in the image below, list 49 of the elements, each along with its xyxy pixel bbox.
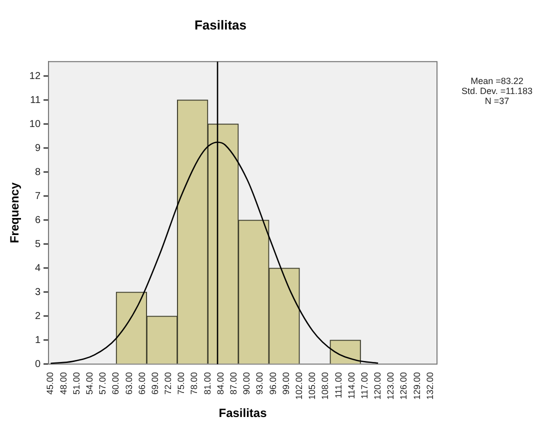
x-tick-label: 126.00 — [398, 372, 409, 400]
x-tick-label: 114.00 — [346, 372, 356, 399]
x-tick-label: 72.00 — [163, 372, 174, 395]
x-tick-label: 123.00 — [386, 372, 396, 400]
y-tick-label: 9 — [34, 142, 41, 154]
x-tick-label: 51.00 — [71, 372, 82, 395]
x-tick-label: 108.00 — [320, 372, 330, 400]
x-tick-label: 48.00 — [58, 372, 68, 395]
x-tick-label: 93.00 — [254, 372, 265, 395]
x-tick-label: 84.00 — [215, 372, 226, 395]
x-tick-label: 66.00 — [136, 372, 147, 395]
x-tick-label: 87.00 — [228, 372, 239, 395]
text: Mean =83.22 — [470, 76, 524, 86]
y-tick-label: 5 — [34, 238, 41, 250]
x-axis-title: Fasilitas — [218, 406, 268, 420]
x-tick-label: 60.00 — [110, 372, 121, 395]
y-axis-title: Frequency — [8, 182, 22, 244]
chart-title: Fasilitas — [194, 17, 247, 32]
text: Std. Dev. =11.183 — [460, 86, 534, 96]
x-tick-label: 120.00 — [372, 372, 383, 400]
y-tick-label: 7 — [34, 190, 41, 202]
x-tick-label: 75.00 — [176, 372, 186, 395]
y-tick-label: 11 — [30, 94, 41, 106]
y-tick-label: 8 — [34, 166, 41, 178]
y-tick-label: 3 — [34, 286, 41, 298]
x-tick-label: 105.00 — [307, 372, 318, 400]
text: N =37 — [484, 96, 510, 106]
x-tick-label: 111.00 — [333, 372, 344, 398]
x-tick-label: 102.00 — [294, 372, 304, 400]
x-tick-label: 129.00 — [412, 372, 422, 400]
x-tick-label: 54.00 — [84, 372, 94, 395]
y-tick-label: 6 — [34, 214, 41, 226]
x-tick-label: 96.00 — [268, 372, 278, 395]
x-tick-label: 81.00 — [202, 372, 212, 395]
x-tick-label: 45.00 — [45, 372, 56, 395]
x-tick-label: 90.00 — [242, 372, 252, 395]
y-tick-label: 0 — [34, 358, 41, 370]
x-tick-label: 132.00 — [424, 372, 435, 400]
x-tick-label: 63.00 — [124, 372, 134, 395]
x-tick-label: 57.00 — [98, 372, 108, 395]
x-tick-label: 78.00 — [189, 372, 200, 395]
x-tick-label: 69.00 — [150, 372, 160, 395]
y-tick-label: 1 — [34, 334, 41, 346]
x-tick-label: 99.00 — [280, 372, 291, 395]
y-tick-label: 2 — [34, 310, 41, 322]
x-tick-label: 117.00 — [359, 372, 370, 399]
y-tick-label: 10 — [29, 118, 41, 130]
y-tick-label: 4 — [34, 262, 41, 274]
y-tick-label: 12 — [29, 70, 41, 82]
